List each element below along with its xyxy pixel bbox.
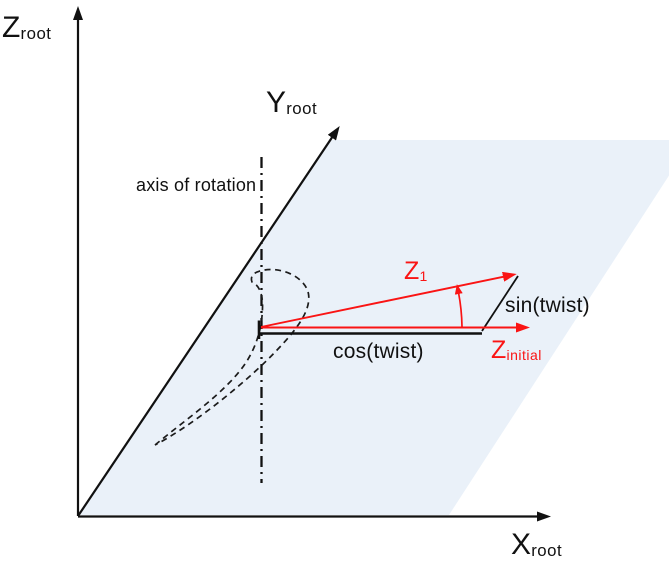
z-initial-label: Zinitial — [491, 336, 542, 364]
x-axis-label: Xroot — [511, 528, 563, 561]
sin-twist-label: sin(twist) — [505, 294, 590, 317]
z-axis-label: Zroot — [2, 11, 52, 44]
sin-leg-line — [481, 275, 519, 332]
twist-angle-arc — [454, 284, 463, 327]
z1-label: Z1 — [404, 257, 428, 285]
y-axis-line — [77, 126, 340, 517]
airfoil-outline — [154, 268, 310, 446]
vector-z1 — [260, 271, 517, 328]
y-axis-label: Yroot — [266, 86, 318, 119]
cos-twist-label: cos(twist) — [333, 340, 424, 363]
axis-of-rotation-label: axis of rotation — [136, 175, 257, 195]
